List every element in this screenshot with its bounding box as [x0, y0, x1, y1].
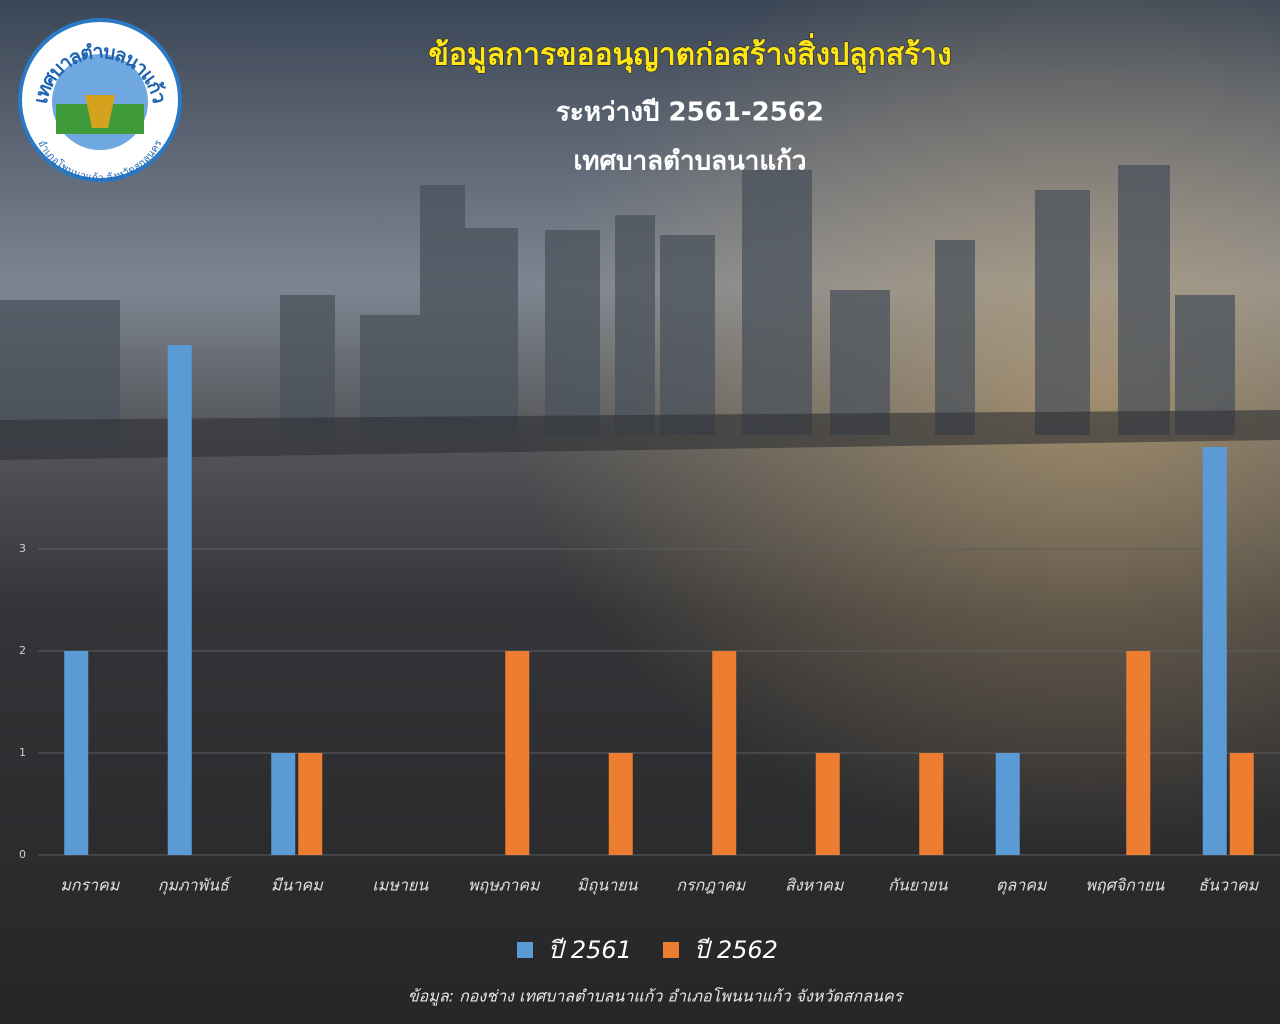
chart-subtitle: ระหว่างปี 2561-2562 — [556, 98, 824, 128]
x-tick-label: พฤศจิกายน — [1085, 876, 1165, 895]
bar — [64, 651, 89, 855]
legend-swatch — [517, 942, 533, 958]
logo-bowl — [85, 95, 115, 128]
x-tick-label: กรกฎาคม — [676, 876, 746, 895]
x-tick-label: พฤษภาคม — [468, 876, 541, 895]
bar — [815, 753, 840, 855]
legend-label: ปี 2561 — [548, 936, 632, 964]
x-tick-label: มกราคม — [60, 876, 121, 895]
bar — [919, 753, 944, 855]
y-tick-label: 1 — [19, 746, 26, 759]
legend-label: ปี 2562 — [694, 936, 778, 964]
chart-subtitle: เทศบาลตำบลนาแก้ว — [574, 147, 807, 177]
x-tick-label: ธันวาคม — [1198, 876, 1259, 895]
bar — [271, 753, 296, 855]
x-tick-label: มีนาคม — [271, 876, 324, 895]
source-note: ข้อมูล: กองช่าง เทศบาลตำบลนาแก้ว อำเภอโพ… — [408, 987, 905, 1007]
bar — [298, 753, 323, 855]
x-tick-label: ตุลาคม — [996, 876, 1048, 896]
y-tick-label: 0 — [19, 848, 26, 861]
x-tick-label: มิถุนายน — [577, 876, 639, 896]
chart-title: ข้อมูลการขออนุญาตก่อสร้างสิ่งปลูกสร้าง — [428, 33, 951, 74]
y-tick-label: 3 — [19, 542, 26, 555]
x-tick-label: กันยายน — [888, 876, 948, 895]
legend-swatch — [662, 942, 679, 958]
x-tick-label: เมษายน — [372, 876, 429, 895]
bar — [712, 651, 737, 855]
x-tick-label: สิงหาคม — [785, 876, 845, 895]
bar — [505, 651, 530, 855]
bar — [167, 345, 192, 855]
road — [0, 410, 1280, 460]
x-tick-label: กุมภาพันธ์ — [158, 876, 232, 896]
y-tick-label: 2 — [19, 644, 26, 657]
logo: เทศบาลตำบลนาแก้ว อำเภอโพนนาแก้ว จังหวัดส… — [18, 18, 182, 184]
bar — [1229, 753, 1254, 855]
bar — [995, 753, 1020, 855]
bar — [1202, 447, 1227, 855]
bar — [608, 753, 633, 855]
bar — [1126, 651, 1151, 855]
